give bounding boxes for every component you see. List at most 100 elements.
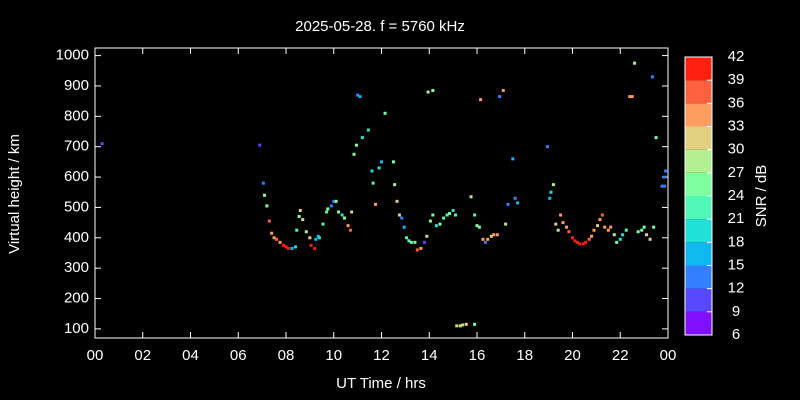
data-point xyxy=(598,218,602,222)
colorbar-tick-label: 18 xyxy=(728,233,745,250)
data-point xyxy=(360,136,364,140)
x-tick-label: 04 xyxy=(182,347,199,364)
y-tick-label: 1000 xyxy=(56,47,89,64)
data-point xyxy=(304,230,308,234)
data-point xyxy=(498,95,502,99)
data-point xyxy=(267,219,271,223)
y-tick-label: 700 xyxy=(64,138,89,155)
data-point xyxy=(475,224,479,228)
data-point xyxy=(366,128,370,132)
data-point xyxy=(282,243,286,247)
colorbar-band xyxy=(685,288,712,312)
y-tick-label: 400 xyxy=(64,229,89,246)
data-point xyxy=(486,237,490,241)
data-point xyxy=(409,240,413,244)
data-point xyxy=(575,240,579,244)
data-point xyxy=(395,199,399,203)
data-point xyxy=(628,95,632,99)
data-point xyxy=(295,228,299,232)
data-point xyxy=(664,169,668,173)
data-point xyxy=(612,233,616,237)
data-point xyxy=(370,169,374,173)
data-point xyxy=(454,213,458,217)
data-point xyxy=(567,230,571,234)
data-point xyxy=(434,224,438,228)
data-point xyxy=(358,95,362,99)
data-point xyxy=(477,225,481,229)
colorbar-label: SNR / dB xyxy=(753,165,770,228)
y-tick-label: 900 xyxy=(64,77,89,94)
data-point xyxy=(413,240,417,244)
colorbar-band xyxy=(685,57,712,81)
data-point xyxy=(506,202,510,206)
data-point xyxy=(442,216,446,220)
data-point xyxy=(479,98,483,102)
data-point xyxy=(642,225,646,229)
data-point xyxy=(290,246,294,250)
x-tick-label: 06 xyxy=(230,347,247,364)
colorbar-tick-label: 36 xyxy=(728,94,745,111)
data-point xyxy=(662,175,666,179)
chart-title: 2025-05-28. f = 5760 kHz xyxy=(295,18,465,35)
colorbar-tick-label: 33 xyxy=(728,117,745,134)
data-point xyxy=(624,228,628,232)
data-point xyxy=(581,242,585,246)
colorbar-tick-label: 39 xyxy=(728,71,745,88)
data-point xyxy=(258,143,262,147)
data-point xyxy=(551,183,555,187)
colorbar-band xyxy=(685,126,712,150)
data-point xyxy=(633,61,637,65)
y-tick-label: 800 xyxy=(64,107,89,124)
y-tick-label: 500 xyxy=(64,198,89,215)
data-point xyxy=(559,213,563,217)
data-point xyxy=(352,152,356,156)
data-point xyxy=(356,93,360,97)
colorbar-band xyxy=(685,103,712,127)
data-point xyxy=(458,324,462,328)
colorbar-band xyxy=(685,80,712,104)
data-point xyxy=(405,236,409,240)
data-point xyxy=(342,216,346,220)
colorbar-tick-label: 15 xyxy=(728,256,745,273)
data-point xyxy=(554,222,558,226)
data-point xyxy=(272,236,276,240)
colorbar-band xyxy=(685,149,712,173)
data-point xyxy=(400,216,404,220)
data-point xyxy=(473,213,477,217)
data-point xyxy=(615,240,619,244)
data-point xyxy=(431,213,435,217)
data-point xyxy=(325,210,329,214)
data-point xyxy=(652,225,656,229)
data-point xyxy=(274,237,278,241)
data-point xyxy=(561,221,565,225)
data-point xyxy=(397,213,401,217)
data-point xyxy=(548,196,552,200)
data-point xyxy=(592,228,596,232)
data-point xyxy=(630,95,634,99)
data-point xyxy=(660,184,664,188)
data-point xyxy=(391,160,395,164)
x-tick-label: 22 xyxy=(612,347,629,364)
data-point xyxy=(645,233,649,237)
data-point xyxy=(461,323,465,327)
data-point xyxy=(263,193,267,197)
colorbar-tick-label: 30 xyxy=(728,141,745,158)
data-point xyxy=(313,246,317,250)
data-point xyxy=(549,190,553,194)
data-point xyxy=(348,228,352,232)
data-point xyxy=(621,233,625,237)
colorbar-band xyxy=(685,265,712,289)
y-tick-label: 600 xyxy=(64,168,89,185)
data-point xyxy=(329,204,333,208)
data-point xyxy=(606,228,610,232)
data-point xyxy=(383,111,387,115)
data-point xyxy=(516,201,520,205)
data-point xyxy=(297,215,301,219)
data-point xyxy=(422,240,426,244)
y-tick-label: 100 xyxy=(64,320,89,337)
data-point xyxy=(393,183,397,187)
data-point xyxy=(371,181,375,185)
data-point xyxy=(316,234,320,238)
